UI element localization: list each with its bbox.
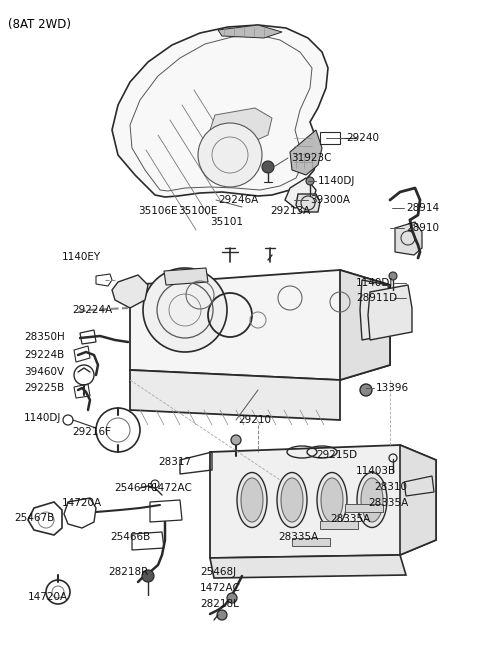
Text: 28350H: 28350H bbox=[24, 332, 65, 342]
Text: 28914: 28914 bbox=[406, 203, 439, 213]
Text: 39460V: 39460V bbox=[24, 367, 64, 377]
Text: 29213A: 29213A bbox=[270, 206, 310, 216]
Text: 29216F: 29216F bbox=[72, 427, 111, 437]
Circle shape bbox=[389, 272, 397, 280]
Circle shape bbox=[231, 435, 241, 445]
Text: 28335A: 28335A bbox=[278, 532, 318, 542]
Text: 13396: 13396 bbox=[376, 383, 409, 393]
Polygon shape bbox=[296, 194, 320, 212]
Polygon shape bbox=[290, 130, 322, 175]
Polygon shape bbox=[285, 178, 316, 208]
Polygon shape bbox=[164, 268, 208, 285]
Ellipse shape bbox=[277, 473, 307, 527]
Text: 29246A: 29246A bbox=[218, 195, 258, 205]
Polygon shape bbox=[320, 521, 358, 529]
Text: 25469R: 25469R bbox=[114, 483, 154, 493]
Text: 28218R: 28218R bbox=[108, 567, 148, 577]
Polygon shape bbox=[112, 275, 148, 308]
Text: 28335A: 28335A bbox=[330, 514, 370, 524]
Circle shape bbox=[217, 610, 227, 620]
Polygon shape bbox=[368, 285, 412, 340]
Polygon shape bbox=[210, 555, 406, 578]
Text: 1140DJ: 1140DJ bbox=[356, 278, 394, 288]
Text: 29240: 29240 bbox=[346, 133, 379, 143]
Polygon shape bbox=[292, 538, 330, 546]
Polygon shape bbox=[210, 445, 436, 558]
Text: 14720A: 14720A bbox=[28, 592, 68, 602]
Text: 1472AC: 1472AC bbox=[200, 583, 241, 593]
Text: 1140DJ: 1140DJ bbox=[318, 176, 355, 186]
Text: 28317: 28317 bbox=[158, 457, 191, 467]
Ellipse shape bbox=[357, 473, 387, 527]
Ellipse shape bbox=[317, 473, 347, 527]
Polygon shape bbox=[210, 108, 272, 143]
Ellipse shape bbox=[321, 478, 343, 522]
Ellipse shape bbox=[361, 478, 383, 522]
Polygon shape bbox=[130, 370, 340, 420]
Text: 1140EY: 1140EY bbox=[62, 252, 101, 262]
Text: 35100E: 35100E bbox=[178, 206, 217, 216]
Ellipse shape bbox=[281, 478, 303, 522]
Text: 35106E: 35106E bbox=[138, 206, 178, 216]
Polygon shape bbox=[218, 25, 282, 38]
Text: 29210: 29210 bbox=[238, 415, 271, 425]
Text: (8AT 2WD): (8AT 2WD) bbox=[8, 18, 71, 31]
Text: 25467B: 25467B bbox=[14, 513, 54, 523]
Text: 29215D: 29215D bbox=[316, 450, 357, 460]
Text: 39300A: 39300A bbox=[310, 195, 350, 205]
Text: 31923C: 31923C bbox=[291, 153, 332, 163]
Polygon shape bbox=[400, 445, 436, 555]
Text: 28335A: 28335A bbox=[368, 498, 408, 508]
Circle shape bbox=[360, 384, 372, 396]
Polygon shape bbox=[345, 504, 383, 512]
Text: 29224B: 29224B bbox=[24, 350, 64, 360]
Text: 28218L: 28218L bbox=[200, 599, 239, 609]
Text: 29225B: 29225B bbox=[24, 383, 64, 393]
Circle shape bbox=[198, 123, 262, 187]
Text: 29224A: 29224A bbox=[72, 305, 112, 315]
Text: 28911D: 28911D bbox=[356, 293, 397, 303]
Polygon shape bbox=[130, 270, 390, 380]
Circle shape bbox=[143, 268, 227, 352]
Polygon shape bbox=[112, 25, 328, 197]
Text: 14720A: 14720A bbox=[62, 498, 102, 508]
Text: 1472AC: 1472AC bbox=[152, 483, 193, 493]
Text: 25468J: 25468J bbox=[200, 567, 236, 577]
Text: 1140DJ: 1140DJ bbox=[24, 413, 61, 423]
Circle shape bbox=[227, 593, 237, 603]
Text: 25466B: 25466B bbox=[110, 532, 150, 542]
Text: 11403B: 11403B bbox=[356, 466, 396, 476]
Circle shape bbox=[142, 570, 154, 582]
Circle shape bbox=[306, 177, 314, 185]
Ellipse shape bbox=[237, 473, 267, 527]
Circle shape bbox=[262, 161, 274, 173]
Polygon shape bbox=[395, 222, 422, 255]
Ellipse shape bbox=[241, 478, 263, 522]
Text: 28910: 28910 bbox=[406, 223, 439, 233]
Polygon shape bbox=[360, 280, 390, 340]
Polygon shape bbox=[340, 270, 390, 380]
Text: 28310: 28310 bbox=[374, 482, 407, 492]
Text: 35101: 35101 bbox=[210, 217, 243, 227]
